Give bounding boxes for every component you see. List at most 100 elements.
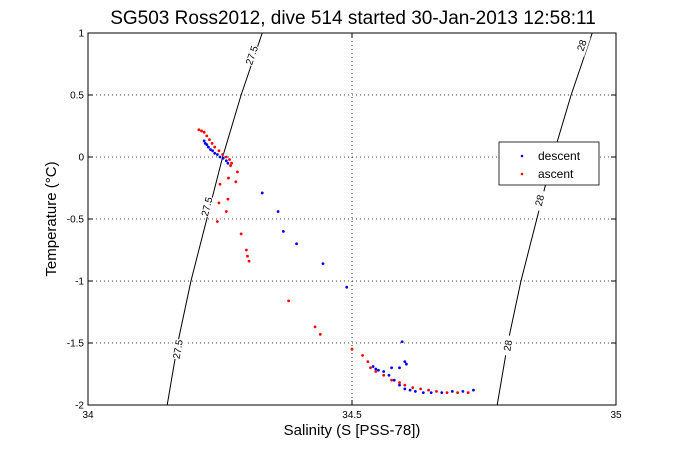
data-point-descent [211,149,215,153]
data-point-ascent [218,182,222,186]
data-point-descent [461,389,465,393]
data-point-descent [371,365,375,368]
data-point-descent [400,340,404,344]
y-axis-label: Temperature (°C) [43,161,60,276]
data-point-ascent [224,155,228,159]
contour-label: 27.5 [244,44,261,66]
data-point-descent [202,139,206,143]
contour-label: 27.5 [200,196,216,218]
data-point-ascent [213,145,217,149]
data-point-ascent [215,220,219,223]
data-point-descent [213,151,217,155]
data-point-descent [260,191,264,195]
x-tick-label: 34.5 [342,410,362,421]
chart-title: SG503 Ross2012, dive 514 started 30-Jan-… [110,8,596,29]
data-point-ascent [398,381,401,385]
data-point-ascent [318,332,322,336]
y-tick-label: -0.5 [67,215,85,226]
data-point-ascent [217,201,221,205]
contour-label-bg [242,43,261,67]
data-point-descent [403,387,407,391]
data-point-descent [295,242,298,246]
contour-label: 28 [534,193,548,207]
data-point-descent [215,153,219,156]
data-point-descent [221,156,225,160]
data-point-ascent [229,164,232,168]
data-point-descent [421,391,425,394]
legend-box [498,141,600,186]
data-point-descent [276,210,280,213]
data-point-ascent [227,176,230,180]
data-point-descent [374,367,378,371]
data-point-ascent [466,391,470,394]
y-tick-label: 0.5 [70,91,84,102]
y-tick-label: -2 [75,401,84,412]
legend-marker-ascent [520,172,524,176]
y-tick-label: -1.5 [67,339,85,350]
data-point-descent [429,391,433,394]
data-point-descent [450,389,454,393]
data-point-ascent [245,248,248,252]
legend: descent ascent [498,141,600,186]
legend-label-ascent: ascent [538,167,574,181]
contour-label: 28 [502,339,515,352]
contour-label-bg [531,189,548,212]
data-point-ascent [445,391,449,394]
data-point-descent [390,366,393,370]
data-point-ascent [374,370,378,373]
legend-label-descent: descent [538,149,581,163]
data-point-ascent [205,134,209,138]
data-point-ascent [350,347,354,351]
data-point-descent [224,159,228,163]
data-point-ascent [217,149,221,153]
data-point-ascent [224,210,228,213]
data-point-ascent [419,387,423,391]
data-point-descent [398,366,401,370]
data-point-ascent [287,299,291,303]
data-point-descent [403,360,407,363]
data-point-ascent [366,360,370,363]
data-point-descent [206,145,210,149]
data-point-ascent [369,366,372,370]
data-point-descent [377,368,380,372]
x-tick-label: 34 [82,410,94,421]
data-point-descent [209,148,212,151]
data-point-ascent [221,153,225,156]
data-point-ascent [228,158,231,161]
x-tick-label: 35 [610,410,622,421]
data-point-ascent [456,391,459,394]
contour-label: 28 [576,38,590,52]
data-point-descent [413,389,417,393]
data-point-descent [205,143,209,147]
contour-label-bg [198,195,216,218]
y-tick-label: -1 [75,277,84,288]
data-point-descent [345,285,349,289]
axis-ticks: 34 34.5 35 -2 -1.5 -1 -0.5 0 0.5 1 [67,29,622,422]
data-point-descent [408,388,412,392]
data-point-descent [472,388,475,392]
data-point-ascent [234,180,238,184]
data-point-ascent [361,354,364,357]
data-point-ascent [208,138,211,142]
data-point-ascent [202,130,206,134]
data-point-ascent [226,197,230,201]
data-point-descent [321,262,325,266]
y-tick-label: 0 [78,153,84,164]
data-point-descent [398,383,401,387]
data-point-descent [440,391,444,394]
data-point-ascent [239,232,243,236]
data-point-descent [281,230,285,233]
data-point-ascent [313,325,317,329]
data-point-ascent [403,383,407,387]
contour-label-bg [572,33,591,57]
data-points [197,128,475,394]
data-point-descent [218,155,222,159]
data-point-ascent [230,161,234,165]
contour-label-bg [500,334,516,357]
x-axis-label: Salinity (S [PSS-78]) [284,422,421,439]
contour-label-bg [170,338,186,361]
data-point-ascent [200,129,203,133]
data-point-descent [226,161,230,165]
y-tick-label: 1 [78,29,84,40]
data-point-descent [387,373,391,377]
